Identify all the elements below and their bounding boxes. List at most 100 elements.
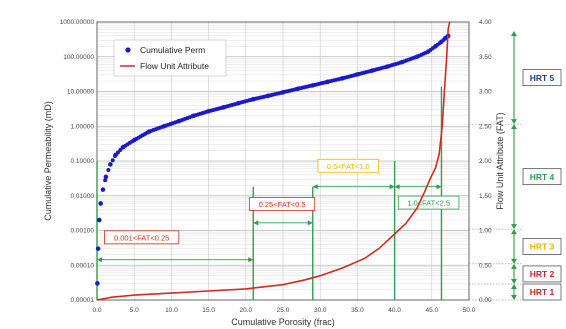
range-arrow-head-right: [436, 184, 442, 190]
range-arrow-head-left: [253, 220, 259, 226]
y-tick-label: 0.01000: [71, 193, 95, 200]
range-label-box: [317, 158, 379, 173]
y-tick-label: 1000.00000: [60, 19, 95, 26]
range-label-box: [104, 230, 180, 245]
range-label-box: [397, 195, 460, 210]
hrt-label-box: [522, 168, 562, 186]
hrt-label: HRT 5: [530, 73, 555, 83]
hrt-arrow-head-down: [511, 119, 517, 125]
legend-label-perm: Cumulative Perm: [140, 45, 205, 55]
x-tick-label: 15.0: [202, 307, 215, 314]
perm-point-fill: [308, 83, 313, 88]
y2-tick-label: 2.50: [479, 123, 492, 130]
perm-point-fill: [106, 167, 111, 172]
x-tick-label: 25.0: [277, 307, 290, 314]
perm-point-fill: [437, 40, 442, 45]
y2-tick-label: 3.00: [479, 89, 492, 96]
perm-point-fill: [112, 154, 117, 159]
hrt-arrow-head-up: [511, 229, 517, 235]
hrt-label-box: [522, 69, 562, 86]
hrt-label-box: [522, 283, 562, 301]
perm-point-fill: [383, 65, 388, 70]
legend-label-fat: Flow Unit Attribute: [140, 61, 209, 71]
y2-tick-label: 1.00: [479, 228, 492, 235]
perm-point-fill: [398, 60, 403, 65]
range-label: 1.0<FAT<2.5: [407, 199, 450, 208]
y2-tick-label: 0.00: [479, 297, 492, 304]
perm-point: [95, 281, 100, 286]
legend-marker-perm: [125, 47, 131, 53]
hrt-arrow-head-up: [511, 263, 517, 269]
perm-point-fill: [110, 158, 115, 163]
hrt-label-box: [522, 238, 562, 255]
x-tick-label: 50.0: [463, 307, 476, 314]
legend-box: [113, 39, 227, 77]
hrt-label-box: [522, 265, 562, 283]
perm-point-fill: [279, 90, 284, 95]
perm-point: [108, 162, 113, 167]
hrt-label: HRT 1: [530, 287, 555, 297]
y-tick-label: 0.00001: [71, 297, 95, 304]
y2-tick-label: 1.50: [479, 193, 492, 200]
y-tick-label: 0.10000: [71, 158, 95, 165]
range-label: 0.25<FAT<0.5: [259, 200, 306, 209]
perm-point-fill: [189, 114, 194, 119]
range-arrow-head-right: [389, 184, 395, 190]
perm-point-fill: [338, 76, 343, 81]
fat-line: [96, 21, 451, 301]
perm-point-fill: [204, 109, 209, 114]
perm-point-fill: [423, 50, 428, 55]
perm-point: [96, 217, 102, 223]
y-tick-label: 0.00010: [71, 262, 95, 269]
x-tick-label: 20.0: [239, 307, 252, 314]
hrt-arrow-head-up: [511, 284, 517, 290]
hrt-arrow-head-down: [511, 279, 517, 285]
perm-point: [103, 174, 109, 180]
x-tick-label: 5.0: [130, 307, 139, 314]
hrt-label: HRT 3: [530, 242, 555, 252]
hrt-label: HRT 2: [530, 269, 555, 279]
range-arrow-head-left: [312, 184, 318, 190]
range-label: 0.5<FAT<1.0: [327, 162, 370, 171]
y2-tick-label: 4.00: [479, 19, 492, 26]
hrt-arrow-head-up: [511, 124, 517, 130]
x-tick-label: 45.0: [425, 307, 438, 314]
perm-point-fill: [413, 55, 418, 60]
perm-point-fill: [441, 37, 446, 42]
range-label-box: [249, 197, 316, 211]
y2-axis-label: Flow Unit Attribute (FAT): [495, 112, 505, 209]
range-arrow-head-right: [248, 257, 254, 263]
annotations: 0.001<FAT<0.25 0.25<FAT<0.5 0.5<FAT<1.0 1.0…: [96, 86, 460, 300]
perm-point-fill: [160, 124, 165, 129]
hrt-arrow-head-up: [511, 31, 517, 37]
perm-point: [98, 201, 104, 206]
perm-point-fill: [353, 72, 358, 77]
x-tick-label: 40.0: [388, 307, 401, 314]
hrt-arrow-head-down: [511, 258, 517, 264]
perm-point-fill: [323, 80, 328, 85]
perm-point-fill: [103, 178, 108, 183]
x-tick-label: 10.0: [165, 307, 178, 314]
range-arrow-head-right: [307, 220, 313, 226]
y-tick-label: 0.00100: [71, 228, 95, 235]
perm-point: [100, 187, 106, 192]
y-tick-label: 1.00000: [71, 123, 95, 130]
axis-ticks: 0.0 5.0 10.0 15.0 20.0 25.0 30.0 35.0 40.0 45.0 50…: [60, 19, 492, 314]
hrt-arrow-head-down: [511, 224, 517, 230]
perm-point-fill: [219, 105, 224, 110]
hrt-units: HRT 5 HRT 4 HRT 3 HRT 2 HRT 1: [469, 31, 562, 301]
y2-tick-label: 0.50: [479, 262, 492, 269]
perm-point: [95, 246, 101, 251]
y-tick-label: 100.00000: [63, 54, 94, 61]
perm-point-fill: [294, 87, 299, 92]
perm-point-fill: [234, 101, 239, 106]
y2-tick-label: 3.50: [479, 54, 492, 61]
perm-point-fill: [249, 97, 254, 102]
x-tick-label: 30.0: [314, 307, 327, 314]
legend: Cumulative Perm Flow Unit Attribute: [113, 39, 227, 77]
perm-point-fill: [129, 139, 134, 144]
range-label: 0.001<FAT<0.25: [114, 233, 169, 242]
perm-point-fill: [264, 94, 269, 99]
hrt-label: HRT 4: [530, 172, 555, 182]
